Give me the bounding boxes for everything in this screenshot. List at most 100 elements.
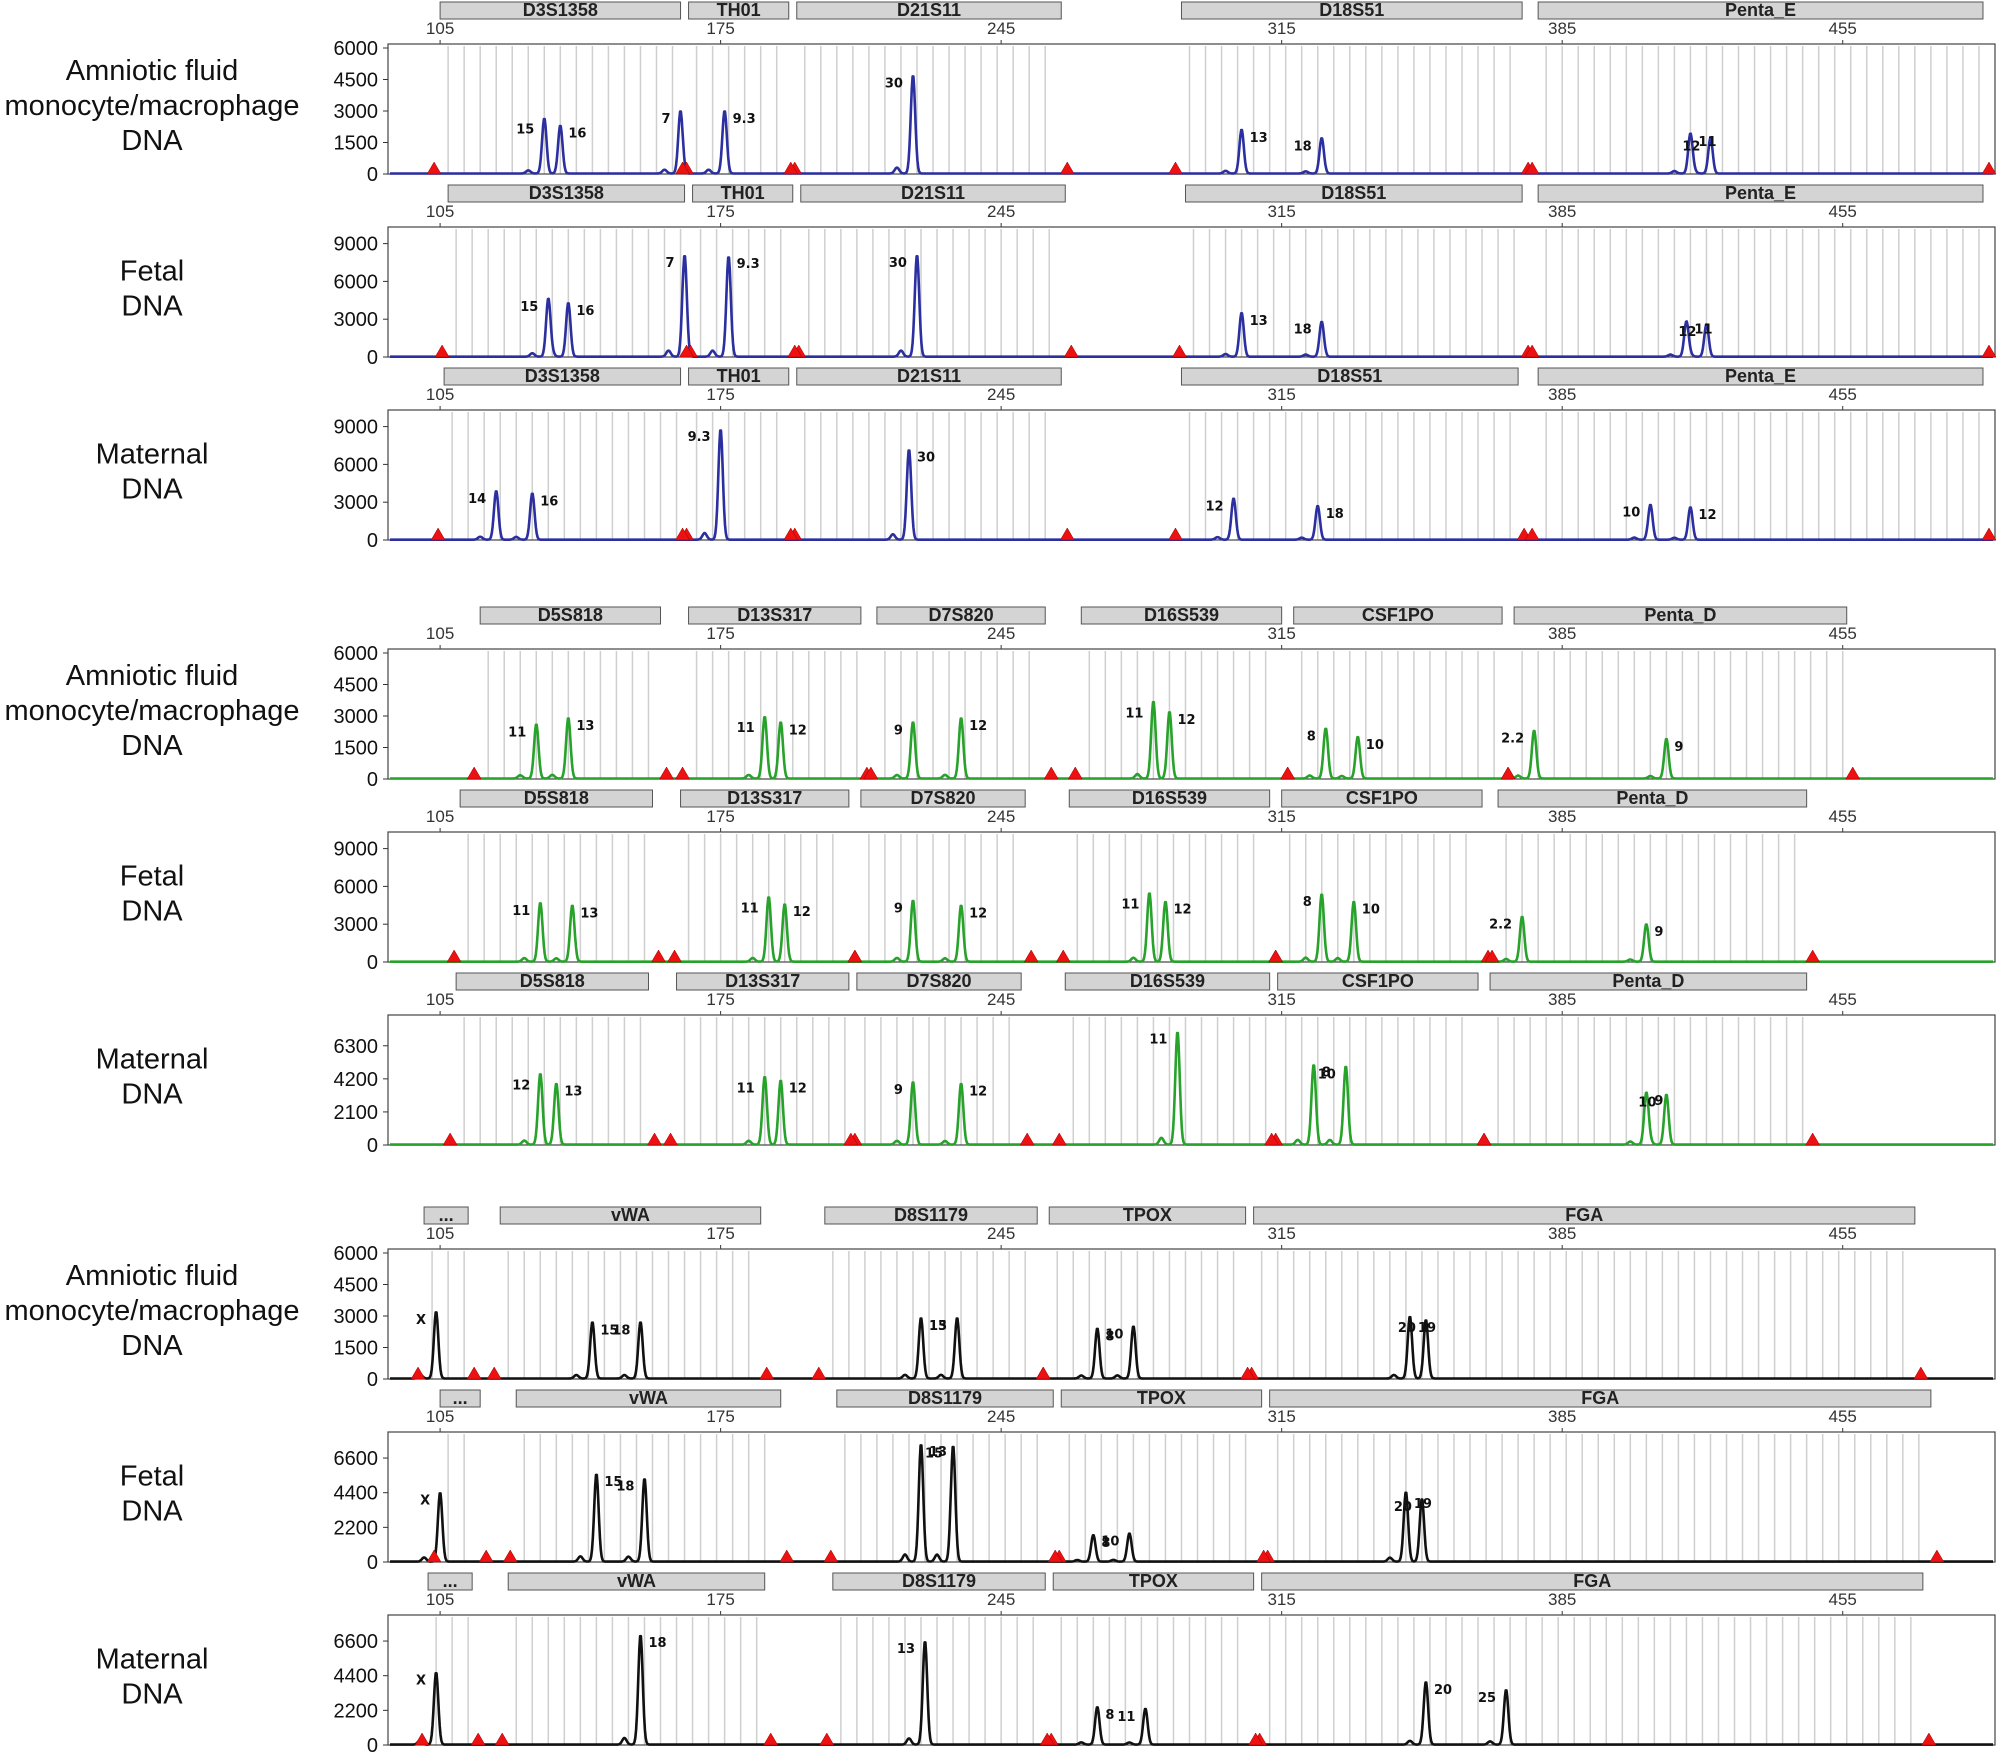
row-label-line: DNA [121,1330,183,1362]
y-tick-label: 6000 [334,1243,379,1265]
y-tick-label: 0 [367,1552,378,1574]
locus-label: CSF1PO [1346,788,1418,808]
size-marker-triangle [823,1549,839,1563]
locus-label: Penta_E [1725,0,1796,20]
row-label-line: Maternal [96,1644,209,1676]
allele-label: 12 [793,905,811,920]
allele-label: 9 [1654,925,1663,940]
allele-label: 13 [1250,131,1268,146]
size-marker-triangle [426,1549,442,1563]
bp-tick-label: 175 [706,807,734,826]
allele-label: 11 [1694,323,1712,338]
row-label-line: monocyte/macrophage [5,1295,300,1327]
trace-line [389,75,1994,175]
row-label-line: Maternal [96,1044,209,1076]
locus-bar [688,1,790,20]
allele-label: 12 [789,723,807,738]
bp-tick-label: 315 [1267,19,1295,38]
bp-tick-label: 105 [426,1224,454,1243]
bp-tick-label: 455 [1829,202,1857,221]
y-tick-label: 2100 [334,1102,379,1124]
bp-tick-label: 385 [1548,385,1576,404]
y-tick-label: 4200 [334,1069,379,1091]
size-marker-triangle [667,949,682,963]
bp-tick-label: 245 [987,1590,1015,1609]
size-marker-triangle [1981,161,1997,175]
locus-bar [443,367,682,386]
bp-tick-label: 105 [426,385,454,404]
size-marker-triangle [502,1549,518,1563]
locus-bar [876,606,1046,625]
allele-label: 11 [1698,135,1716,150]
bp-tick-label: 175 [706,624,734,643]
size-marker-triangle [675,161,690,175]
bp-tick-label: 105 [426,1590,454,1609]
size-marker-triangle [1063,344,1079,358]
bp-tick-label: 385 [1548,990,1576,1009]
size-marker-triangle [651,949,666,963]
bp-tick-label: 315 [1267,624,1295,643]
size-marker-triangle [1921,1732,1937,1746]
locus-label: D13S317 [725,971,800,991]
locus-label: D18S51 [1321,183,1386,203]
locus-label: TPOX [1129,1571,1178,1591]
allele-label: 2.2 [1489,918,1512,933]
bp-tick-label: 315 [1267,385,1295,404]
allele-label: 15 [516,123,534,138]
bp-tick-label: 455 [1829,1224,1857,1243]
size-marker-triangle [442,1132,458,1146]
size-marker-triangle [659,766,674,780]
allele-label: 13 [1250,314,1268,329]
allele-label: 10 [1318,1067,1336,1082]
locus-bar [1048,1206,1247,1225]
locus-bar [680,789,850,808]
allele-label: 12 [1177,713,1195,728]
locus-bar [688,606,862,625]
bp-tick-label: 385 [1548,1224,1576,1243]
bp-tick-label: 105 [426,807,454,826]
locus-label: FGA [1573,1571,1611,1591]
allele-label: 16 [576,304,594,319]
trace-line [389,1634,1994,1746]
locus-bar [1277,972,1479,991]
row-label-line: Amniotic fluid [66,1260,238,1292]
row-label-line: Fetal [120,1461,184,1493]
allele-label: 12 [512,1078,530,1093]
allele-label: 9 [1654,1094,1663,1109]
locus-bar [499,1206,762,1225]
locus-label: vWA [611,1205,650,1225]
y-tick-label: 0 [367,952,378,974]
row-label-line: DNA [121,1079,183,1111]
size-marker-triangle [1059,527,1075,541]
bp-tick-label: 105 [426,202,454,221]
locus-bar [1537,184,1984,203]
trace-line [389,429,1994,541]
locus-label: D18S51 [1319,0,1384,20]
locus-label: D5S818 [538,605,603,625]
trace-line [389,1444,1994,1563]
locus-bar [455,972,649,991]
bp-tick-label: 245 [987,19,1015,38]
plot-frame [387,1431,1996,1563]
locus-bar [1052,1572,1255,1591]
size-marker-triangle [1845,766,1861,780]
allele-label: 11 [737,721,755,736]
y-tick-label: 3000 [334,492,379,514]
size-marker-triangle [1484,949,1500,963]
bp-tick-label: 455 [1829,624,1857,643]
locus-bar [832,1572,1046,1591]
allele-label: 12 [1698,508,1716,523]
locus-bar [1080,606,1283,625]
allele-label: 2.2 [1501,732,1524,747]
y-tick-label: 3000 [334,101,379,123]
locus-label: D18S51 [1317,366,1382,386]
size-marker-triangle [1805,1132,1821,1146]
locus-bar [688,367,790,386]
locus-label: TH01 [717,0,761,20]
allele-label: 12 [969,719,987,734]
bp-tick-label: 315 [1267,1407,1295,1426]
allele-label: 16 [540,494,558,509]
locus-label: TPOX [1137,1388,1186,1408]
locus-label: CSF1PO [1342,971,1414,991]
allele-label: 8 [1105,1330,1114,1345]
